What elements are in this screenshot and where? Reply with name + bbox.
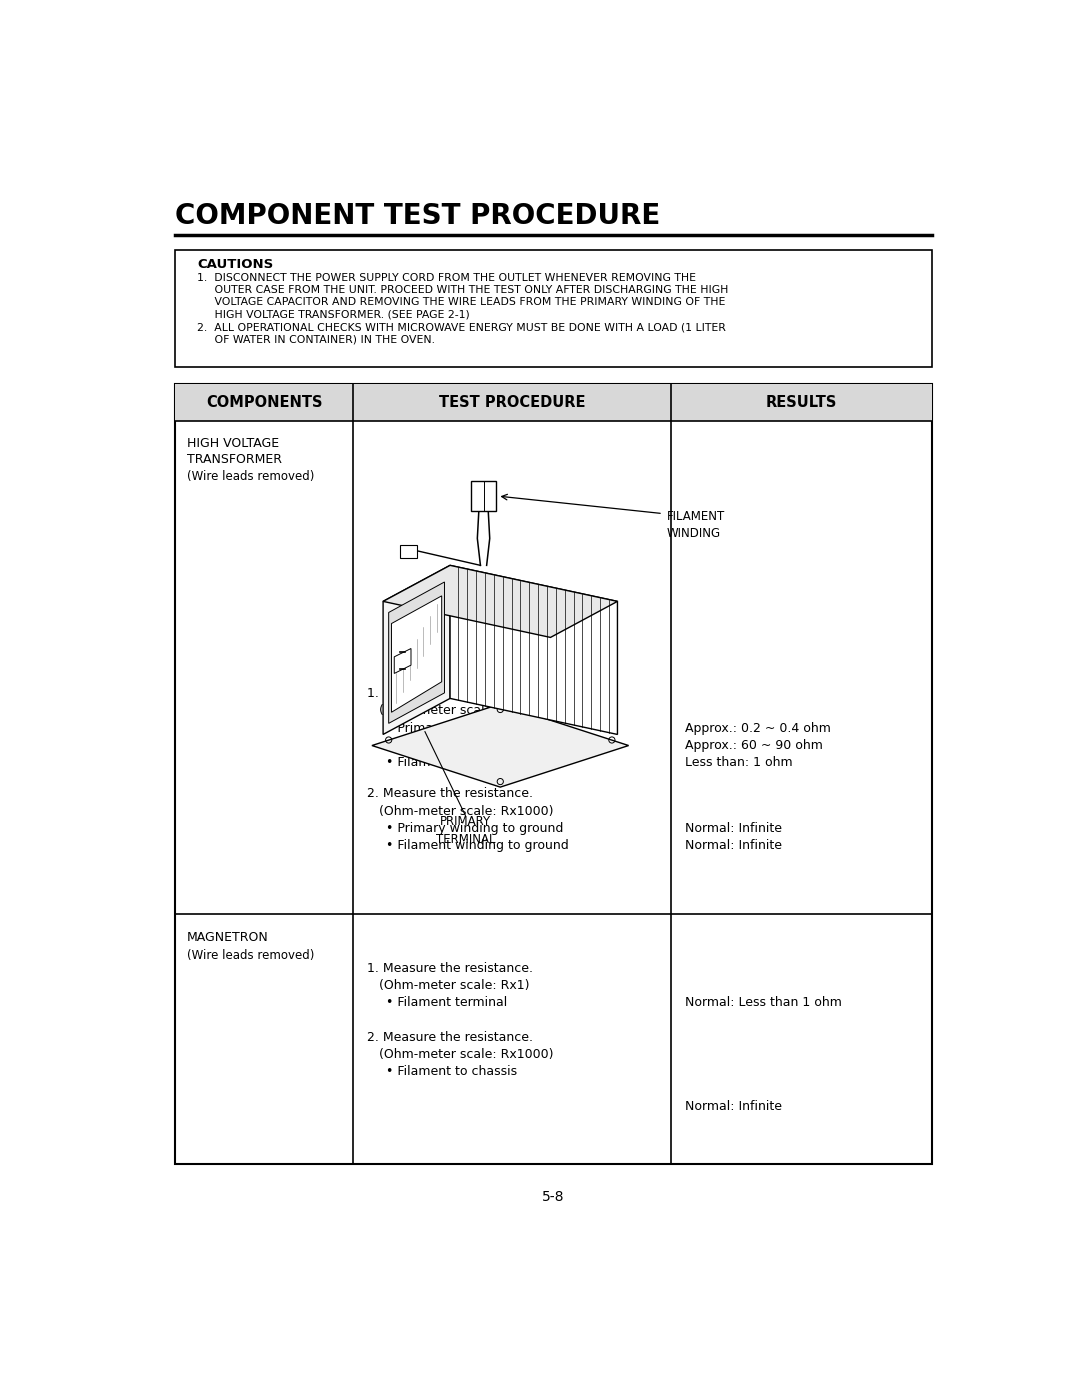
Text: COMPONENTS: COMPONENTS: [206, 396, 323, 410]
Text: OF WATER IN CONTAINER) IN THE OVEN.: OF WATER IN CONTAINER) IN THE OVEN.: [197, 334, 435, 344]
Text: 1. Measure the resistance.: 1. Measure the resistance.: [367, 687, 534, 700]
Text: (Ohm-meter scale: Rx1): (Ohm-meter scale: Rx1): [367, 979, 529, 992]
Text: RESULTS: RESULTS: [766, 396, 837, 410]
Text: 1. Measure the resistance.: 1. Measure the resistance.: [367, 961, 534, 975]
Text: Less than: 1 ohm: Less than: 1 ohm: [685, 757, 793, 769]
Text: (Wire leads removed): (Wire leads removed): [187, 470, 314, 484]
Text: OUTER CASE FROM THE UNIT. PROCEED WITH THE TEST ONLY AFTER DISCHARGING THE HIGH: OUTER CASE FROM THE UNIT. PROCEED WITH T…: [197, 285, 728, 295]
Text: Approx.: 0.2 ~ 0.4 ohm: Approx.: 0.2 ~ 0.4 ohm: [685, 722, 831, 734]
Text: PRIMARY: PRIMARY: [440, 816, 491, 828]
Text: • Filament winding: • Filament winding: [387, 757, 504, 769]
Text: MAGNETRON: MAGNETRON: [187, 930, 269, 944]
Text: (Ohm-meter scale: Rx1000): (Ohm-meter scale: Rx1000): [367, 1048, 554, 1060]
Text: VOLTAGE CAPACITOR AND REMOVING THE WIRE LEADS FROM THE PRIMARY WINDING OF THE: VOLTAGE CAPACITOR AND REMOVING THE WIRE …: [197, 297, 726, 308]
Text: (Ohm-meter scale: Rx1 and Rx100): (Ohm-meter scale: Rx1 and Rx100): [367, 704, 602, 718]
Text: 2.  ALL OPERATIONAL CHECKS WITH MICROWAVE ENERGY MUST BE DONE WITH A LOAD (1 LIT: 2. ALL OPERATIONAL CHECKS WITH MICROWAVE…: [197, 323, 726, 333]
Text: TERMINAL: TERMINAL: [435, 834, 495, 846]
Text: TEST PROCEDURE: TEST PROCEDURE: [438, 396, 585, 410]
Bar: [175, 250, 932, 368]
Bar: [175, 385, 353, 421]
Text: • Filament terminal: • Filament terminal: [387, 996, 508, 1010]
Text: Normal: Infinite: Normal: Infinite: [685, 839, 782, 852]
Text: 2. Measure the resistance.: 2. Measure the resistance.: [367, 1031, 534, 1044]
Text: HIGH VOLTAGE TRANSFORMER. (SEE PAGE 2-1): HIGH VOLTAGE TRANSFORMER. (SEE PAGE 2-1): [197, 309, 470, 319]
Text: Normal: Infinite: Normal: Infinite: [685, 1100, 782, 1114]
Text: (Wire leads removed): (Wire leads removed): [187, 949, 314, 963]
Text: COMPONENT TEST PROCEDURE: COMPONENT TEST PROCEDURE: [175, 201, 661, 229]
Text: • Primary winding: • Primary winding: [387, 722, 499, 734]
Text: WINDING: WINDING: [666, 526, 721, 540]
Polygon shape: [383, 565, 618, 638]
Bar: [400, 544, 417, 558]
Text: 1.  DISCONNECT THE POWER SUPPLY CORD FROM THE OUTLET WHENEVER REMOVING THE: 1. DISCONNECT THE POWER SUPPLY CORD FROM…: [197, 273, 696, 284]
Text: • Filament to chassis: • Filament to chassis: [387, 1065, 517, 1079]
Text: 5-8: 5-8: [542, 1189, 565, 1203]
Text: • Secondary winding: • Secondary winding: [387, 739, 517, 751]
Bar: [353, 385, 671, 421]
Text: Approx.: 60 ~ 90 ohm: Approx.: 60 ~ 90 ohm: [685, 739, 823, 751]
Text: FILAMENT: FILAMENT: [666, 509, 725, 523]
Text: (Ohm-meter scale: Rx1000): (Ohm-meter scale: Rx1000): [367, 804, 554, 817]
Bar: [175, 385, 932, 1164]
Polygon shape: [372, 704, 629, 788]
Polygon shape: [394, 649, 411, 673]
Text: • Primary winding to ground: • Primary winding to ground: [387, 823, 564, 835]
Bar: [671, 385, 932, 421]
Polygon shape: [450, 565, 618, 734]
Bar: [471, 481, 496, 511]
Text: TRANSFORMER: TRANSFORMER: [187, 453, 282, 466]
Polygon shape: [383, 565, 450, 734]
Text: CAUTIONS: CAUTIONS: [197, 257, 273, 271]
Polygon shape: [391, 596, 442, 712]
Text: Normal: Less than 1 ohm: Normal: Less than 1 ohm: [685, 996, 841, 1010]
Text: HIGH VOLTAGE: HIGH VOLTAGE: [187, 436, 279, 449]
Text: Normal: Infinite: Normal: Infinite: [685, 823, 782, 835]
Text: 2. Measure the resistance.: 2. Measure the resistance.: [367, 788, 534, 800]
Polygon shape: [389, 582, 445, 723]
Text: • Filament winding to ground: • Filament winding to ground: [387, 839, 569, 852]
